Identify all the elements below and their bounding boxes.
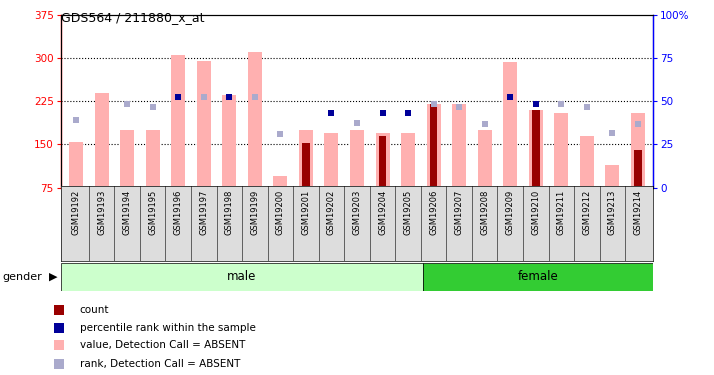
Bar — [478, 130, 492, 188]
Text: GSM19210: GSM19210 — [531, 189, 540, 235]
Text: GSM19211: GSM19211 — [557, 189, 566, 235]
Text: GSM19203: GSM19203 — [353, 189, 361, 235]
Text: GSM19207: GSM19207 — [455, 189, 463, 235]
Bar — [634, 150, 642, 188]
Text: GSM19195: GSM19195 — [148, 189, 157, 235]
Bar — [580, 136, 594, 188]
Text: GDS564 / 211880_x_at: GDS564 / 211880_x_at — [61, 11, 204, 24]
Text: GSM19197: GSM19197 — [199, 189, 208, 235]
Bar — [631, 113, 645, 188]
Bar — [94, 93, 109, 188]
Text: GSM19202: GSM19202 — [327, 189, 336, 235]
Text: GSM19192: GSM19192 — [71, 189, 81, 235]
Bar — [452, 104, 466, 188]
Text: GSM19193: GSM19193 — [97, 189, 106, 235]
Bar — [61, 262, 423, 291]
Text: GSM19196: GSM19196 — [174, 189, 183, 235]
Text: GSM19204: GSM19204 — [378, 189, 387, 235]
Bar — [222, 96, 236, 188]
Bar — [529, 110, 543, 188]
Bar — [197, 61, 211, 188]
Text: GSM19199: GSM19199 — [251, 189, 259, 235]
Text: count: count — [80, 305, 109, 315]
Text: GSM19206: GSM19206 — [429, 189, 438, 235]
Text: GSM19213: GSM19213 — [608, 189, 617, 235]
Text: GSM19200: GSM19200 — [276, 189, 285, 235]
Bar — [605, 165, 620, 188]
Text: gender: gender — [2, 272, 42, 282]
Text: male: male — [227, 270, 257, 283]
Bar — [503, 62, 517, 188]
Bar — [69, 141, 83, 188]
Text: ▶: ▶ — [49, 272, 57, 282]
Bar — [120, 130, 134, 188]
Text: percentile rank within the sample: percentile rank within the sample — [80, 323, 256, 333]
Bar — [426, 104, 441, 188]
Text: GSM19212: GSM19212 — [583, 189, 591, 235]
Bar — [401, 133, 415, 188]
Bar — [554, 113, 568, 188]
Bar — [324, 133, 338, 188]
Text: GSM19205: GSM19205 — [403, 189, 413, 235]
Text: GSM19201: GSM19201 — [301, 189, 311, 235]
Bar — [273, 176, 288, 188]
Text: rank, Detection Call = ABSENT: rank, Detection Call = ABSENT — [80, 359, 240, 369]
Bar — [299, 130, 313, 188]
Text: value, Detection Call = ABSENT: value, Detection Call = ABSENT — [80, 340, 245, 350]
Text: GSM19194: GSM19194 — [123, 189, 131, 235]
Bar — [171, 55, 185, 188]
Bar — [248, 53, 262, 188]
Text: GSM19214: GSM19214 — [633, 189, 643, 235]
Text: GSM19209: GSM19209 — [506, 189, 515, 235]
Bar — [430, 104, 438, 188]
Bar — [532, 110, 540, 188]
Bar — [376, 133, 390, 188]
Text: female: female — [518, 270, 559, 283]
Bar — [146, 130, 160, 188]
Bar — [378, 136, 386, 188]
Bar — [423, 262, 653, 291]
Bar — [350, 130, 364, 188]
Bar — [302, 143, 310, 188]
Text: GSM19208: GSM19208 — [481, 189, 489, 235]
Text: GSM19198: GSM19198 — [225, 189, 233, 235]
